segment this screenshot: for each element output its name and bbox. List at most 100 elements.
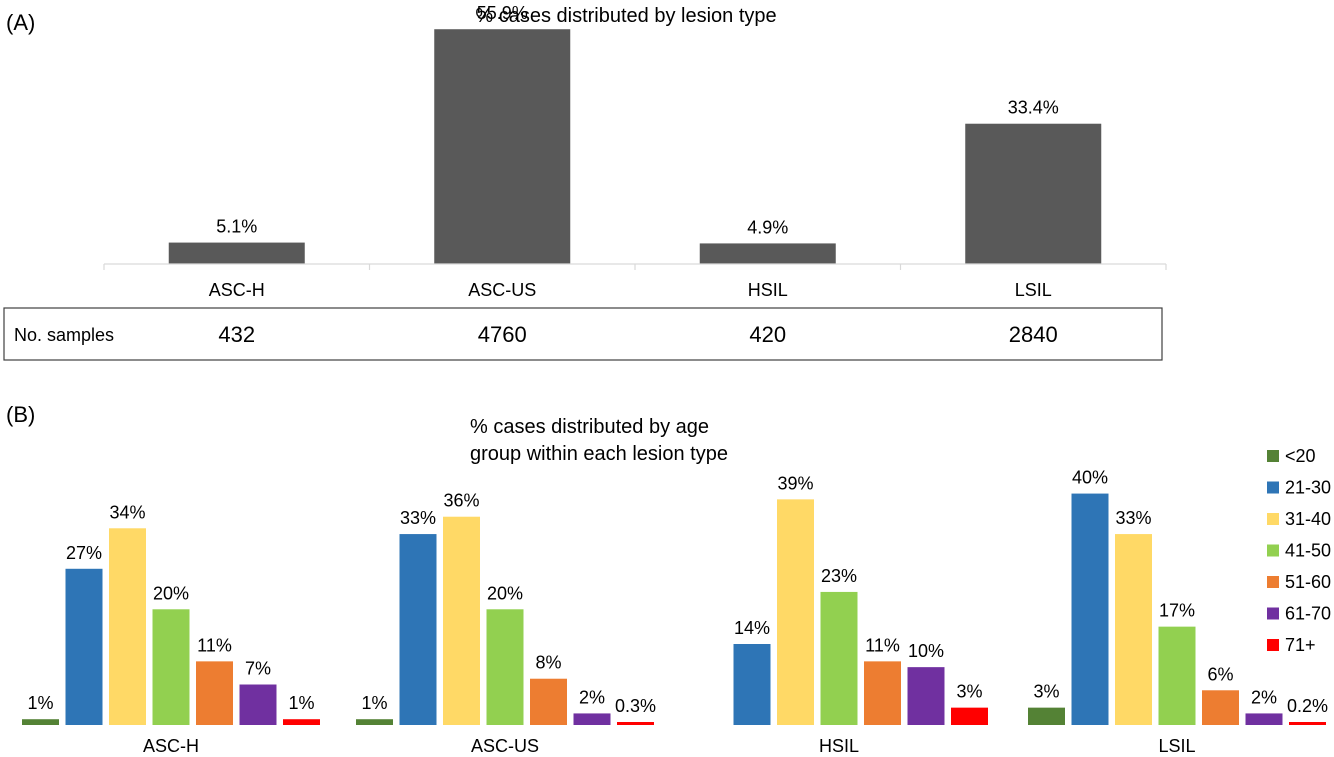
data-label-hsil-51-60: 11% (865, 635, 900, 655)
legend-swatch-61-70 (1267, 607, 1279, 620)
data-label-asc-us: 55.9% (477, 3, 528, 23)
bar-lsil-51-60 (1202, 690, 1239, 725)
data-label-lsil-31-40: 33% (1115, 508, 1151, 528)
chart-a-bars: 5.1% 55.9% 4.9% 33.4% (168, 3, 1102, 264)
legend-swatch-51-60 (1267, 576, 1279, 588)
bar-lsil-41-50 (1158, 626, 1196, 725)
data-label-hsil: 4.9% (747, 217, 788, 237)
bar-lsil-21-30 (1071, 493, 1109, 725)
x-tick-label-asc-us: ASC-US (468, 280, 536, 300)
data-label-asc-h-20: 1% (27, 693, 53, 713)
bar-hsil-41-50 (820, 591, 858, 725)
legend-label-20: <20 (1285, 446, 1316, 466)
bar-asc-us (434, 29, 571, 264)
chart-b-title-line-2: group within each lesion type (470, 443, 728, 465)
bar-lsil-61-70 (1245, 713, 1283, 725)
legend-label-71: 71+ (1285, 635, 1316, 655)
bar-asc-us-71 (617, 722, 654, 725)
samples-count-asc-us: 4760 (478, 322, 527, 347)
data-label-hsil-61-70: 10% (908, 641, 944, 661)
samples-count-lsil: 2840 (1009, 322, 1058, 347)
bar-lsil-20 (1028, 707, 1065, 725)
bar-asc-us-51-60 (530, 678, 567, 725)
bar-asc-h-21-30 (65, 568, 103, 725)
legend-swatch-31-40 (1267, 513, 1279, 525)
bar-asc-h-71 (283, 719, 320, 725)
data-label-asc-h-51-60: 11% (197, 635, 232, 655)
data-label-lsil-61-70: 2% (1251, 687, 1277, 707)
legend-label-51-60: 51-60 (1285, 572, 1331, 592)
bar-asc-h (168, 242, 305, 264)
data-label-asc-h-21-30: 27% (66, 543, 102, 563)
legend-label-31-40: 31-40 (1285, 509, 1331, 529)
chart-b-x-labels: ASC-H ASC-US HSIL LSIL (143, 736, 1196, 756)
bar-asc-us-21-30 (399, 534, 437, 725)
panel-b-label: (B) (6, 402, 35, 427)
x-tick-label-hsil: HSIL (819, 736, 859, 756)
data-label-asc-us-21-30: 33% (400, 508, 436, 528)
data-label-hsil-71: 3% (956, 682, 982, 702)
data-label-lsil-51-60: 6% (1207, 664, 1233, 684)
bar-asc-h-20 (22, 719, 59, 725)
data-label-lsil-71: 0.2% (1287, 696, 1328, 716)
x-tick-label-asc-h: ASC-H (143, 736, 199, 756)
data-label-asc-h-71: 1% (288, 693, 314, 713)
x-tick-label-asc-us: ASC-US (471, 736, 539, 756)
bar-hsil-71 (951, 707, 988, 725)
chart-b-legend: <20 21-30 31-40 41-50 51-60 61-70 71+ (1267, 446, 1331, 655)
bar-asc-us-31-40 (443, 516, 480, 725)
bar-hsil-21-30 (733, 644, 771, 725)
data-label-asc-us-71: 0.3% (615, 696, 656, 716)
bar-hsil-61-70 (907, 667, 945, 725)
chart-b-title-line-1: % cases distributed by age (470, 416, 709, 438)
bar-hsil (699, 243, 836, 264)
legend-label-21-30: 21-30 (1285, 478, 1331, 498)
bar-asc-us-41-50 (486, 609, 524, 725)
bar-hsil-51-60 (864, 661, 901, 725)
samples-count-hsil: 420 (749, 322, 786, 347)
bar-asc-h-61-70 (239, 684, 277, 725)
chart-a-x-ticks (103, 264, 1167, 270)
data-label-asc-h-41-50: 20% (153, 583, 189, 603)
samples-table-values: 432 4760 420 2840 (218, 322, 1057, 347)
bar-asc-h-31-40 (109, 528, 146, 725)
data-label-asc-us-41-50: 20% (487, 583, 523, 603)
data-label-asc-h: 5.1% (216, 217, 257, 237)
bar-asc-h-41-50 (152, 609, 190, 725)
legend-label-41-50: 41-50 (1285, 541, 1331, 561)
x-tick-label-lsil: LSIL (1015, 280, 1052, 300)
data-label-asc-h-31-40: 34% (109, 502, 145, 522)
data-label-asc-us-31-40: 36% (443, 491, 479, 511)
samples-count-asc-h: 432 (218, 322, 255, 347)
legend-swatch-41-50 (1267, 544, 1279, 557)
legend-label-61-70: 61-70 (1285, 604, 1331, 624)
chart-a-title: % cases distributed by lesion type (475, 5, 776, 27)
bar-hsil-31-40 (777, 499, 814, 725)
legend-swatch-21-30 (1267, 481, 1279, 494)
data-label-hsil-41-50: 23% (821, 566, 857, 586)
data-label-lsil-21-30: 40% (1072, 468, 1108, 488)
samples-table-border (3, 307, 1163, 361)
data-label-asc-us-20: 1% (361, 693, 387, 713)
data-label-lsil: 33.4% (1008, 98, 1059, 118)
bar-asc-h-51-60 (196, 661, 233, 725)
data-label-asc-us-51-60: 8% (535, 653, 561, 673)
x-tick-label-asc-h: ASC-H (209, 280, 265, 300)
bar-lsil (965, 123, 1102, 264)
data-label-lsil-41-50: 17% (1159, 601, 1195, 621)
legend-swatch-71 (1267, 639, 1279, 651)
chart-a-x-labels: ASC-H ASC-US HSIL LSIL (209, 280, 1052, 300)
bar-asc-us-61-70 (573, 713, 611, 725)
legend-swatch-20 (1267, 450, 1279, 462)
data-label-hsil-21-30: 14% (734, 618, 770, 638)
data-label-asc-us-61-70: 2% (579, 687, 605, 707)
data-label-asc-h-61-70: 7% (245, 659, 271, 679)
bar-lsil-71 (1289, 722, 1326, 725)
bar-lsil-31-40 (1115, 534, 1152, 725)
samples-table-header: No. samples (14, 325, 114, 345)
data-label-lsil-20: 3% (1033, 682, 1059, 702)
bar-asc-us-20 (356, 719, 393, 725)
chart-b-bars: 1% 27% 34% 20% 11% 7% 1% 1% 33% 36% 20% 8% 2% 0.3% 14%… (22, 468, 1328, 725)
panel-a-label: (A) (6, 10, 35, 35)
x-tick-label-hsil: HSIL (748, 280, 788, 300)
